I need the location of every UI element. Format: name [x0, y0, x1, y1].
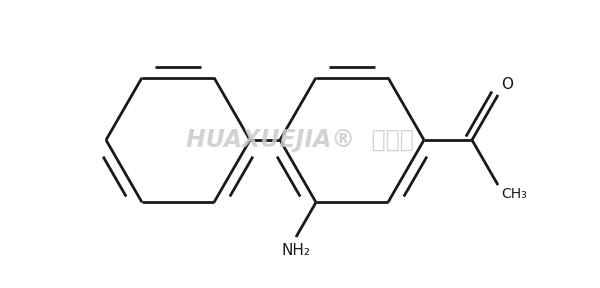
Text: O: O — [501, 77, 513, 92]
Text: HUAXUEJIA®  化学加: HUAXUEJIA® 化学加 — [186, 128, 414, 152]
Text: CH₃: CH₃ — [501, 187, 527, 201]
Text: NH₂: NH₂ — [281, 243, 311, 258]
